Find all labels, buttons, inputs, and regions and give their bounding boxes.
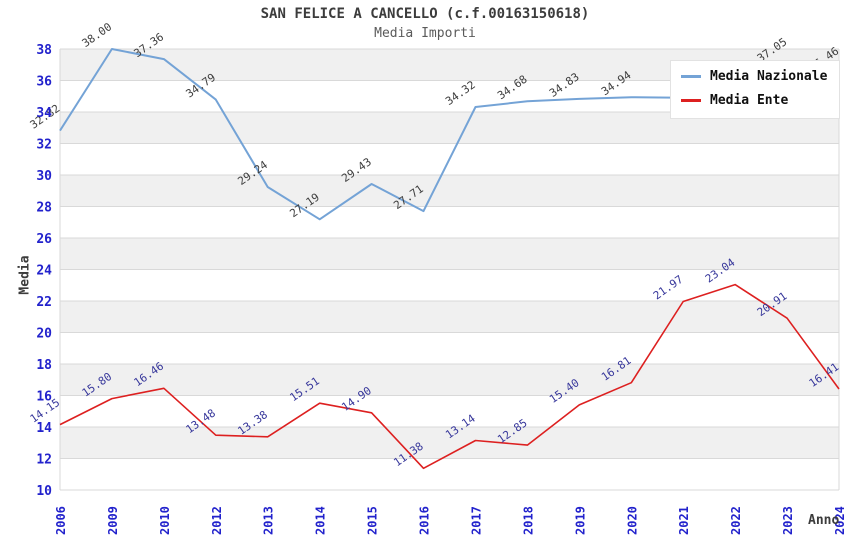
data-label-media-nazionale: 34.32 [443,78,478,108]
y-tick-label: 18 [36,358,52,373]
x-tick-label: 2024 [833,506,847,535]
y-tick-label: 38 [36,43,52,58]
y-tick-label: 28 [36,201,52,216]
chart-title: SAN FELICE A CANCELLO (c.f.00163150618) [260,6,590,22]
series-line-media-ente [59,283,840,470]
x-tick-label: 2018 [521,506,535,535]
y-tick-label: 16 [36,390,52,405]
x-tick-label: 2020 [625,506,639,535]
plot-band [60,427,839,459]
plot-band [60,175,839,207]
y-tick-label: 36 [36,75,52,90]
legend-item-media-ente: Media Ente [681,93,827,108]
data-label-media-nazionale: 38.00 [80,20,115,50]
x-tick-label: 2012 [210,506,224,535]
y-tick-label: 22 [36,295,52,310]
plot-band [60,364,839,396]
plot-band [60,238,839,270]
x-tick-label: 2006 [54,506,68,535]
legend-label-media-ente: Media Ente [710,93,789,108]
y-tick-label: 30 [36,169,52,184]
legend: Media Nazionale Media Ente [670,60,841,119]
y-tick-label: 12 [36,453,52,468]
y-tick-label: 10 [36,484,52,499]
y-tick-label: 26 [36,232,52,247]
legend-label-media-nazionale: Media Nazionale [710,69,828,84]
x-tick-label: 2014 [314,506,328,535]
chart-subtitle: Media Importi [374,26,476,41]
x-axis-label: Anno [808,513,840,528]
x-tick-label: 2016 [418,506,432,535]
y-tick-label: 34 [36,106,52,121]
x-tick-label: 2013 [262,506,276,535]
data-label-media-ente: 21.97 [651,273,686,303]
x-tick-label: 2021 [677,506,691,535]
x-tick-label: 2010 [158,506,172,535]
y-axis-label: Media [17,255,33,295]
legend-item-media-nazionale: Media Nazionale [681,69,827,84]
y-tick-label: 32 [36,138,52,153]
legend-line-sample-ente-icon [681,99,701,102]
legend-line-sample-nazionale-icon [681,75,701,78]
x-tick-label: 2019 [573,506,587,535]
x-tick-label: 2015 [366,506,380,535]
x-tick-label: 2022 [729,506,743,535]
y-tick-label: 14 [36,421,52,436]
x-tick-label: 2017 [469,506,483,535]
x-tick-label: 2009 [106,506,120,535]
x-tick-label: 2023 [781,506,795,535]
y-tick-label: 24 [36,264,52,279]
y-tick-label: 20 [36,327,52,342]
plot-band [60,301,839,333]
